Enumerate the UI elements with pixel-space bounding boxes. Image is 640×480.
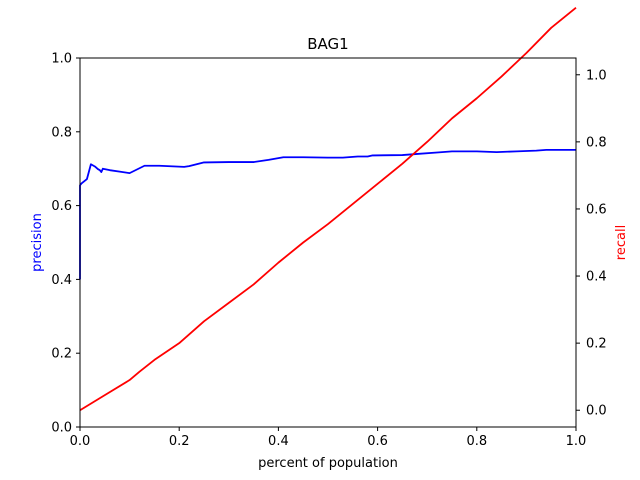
y-right-tick-label: 1.0 (586, 68, 607, 83)
chart-title: BAG1 (307, 35, 348, 53)
recall-line (79, 6, 577, 411)
y-axis-left-ticks: 0.0 0.2 0.4 0.6 0.8 1.0 (51, 52, 80, 436)
plot-area-frame (79, 57, 577, 428)
y-right-tick-label: 0.0 (586, 404, 607, 419)
y-right-tick-label: 0.2 (586, 337, 607, 352)
y-axis-left-label: precision (30, 213, 45, 272)
x-tick-label: 0.2 (169, 434, 190, 449)
x-tick-label: 0.0 (70, 434, 91, 449)
precision-line (79, 148, 576, 280)
y-left-tick-label: 0.0 (51, 421, 72, 436)
y-right-tick-label: 0.6 (586, 202, 607, 217)
y-left-tick-label: 1.0 (51, 52, 72, 67)
y-axis-right-label: recall (614, 225, 629, 260)
x-tick-label: 1.0 (566, 434, 587, 449)
y-left-tick-label: 0.6 (51, 199, 72, 214)
x-axis-label: percent of population (258, 456, 398, 471)
x-axis-ticks: 0.0 0.2 0.4 0.6 0.8 1.0 (70, 427, 587, 449)
y-axis-right-ticks: 0.0 0.2 0.4 0.6 0.8 1.0 (576, 68, 607, 419)
series-layer (79, 6, 577, 411)
x-tick-label: 0.6 (367, 434, 388, 449)
x-tick-label: 0.8 (466, 434, 487, 449)
y-right-tick-label: 0.4 (586, 270, 607, 285)
x-tick-label: 0.4 (268, 434, 289, 449)
y-left-tick-label: 0.4 (51, 273, 72, 288)
y-right-tick-label: 0.8 (586, 135, 607, 150)
y-left-tick-label: 0.8 (51, 125, 72, 140)
y-left-tick-label: 0.2 (51, 347, 72, 362)
